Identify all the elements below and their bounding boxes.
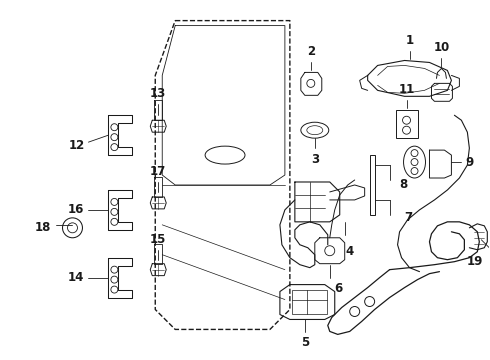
Text: 15: 15 bbox=[150, 233, 167, 246]
Text: 1: 1 bbox=[405, 33, 414, 46]
Text: 10: 10 bbox=[433, 41, 449, 54]
Text: 2: 2 bbox=[307, 45, 315, 58]
Text: 4: 4 bbox=[345, 245, 354, 258]
Text: 14: 14 bbox=[68, 271, 84, 284]
Text: 19: 19 bbox=[467, 255, 484, 268]
Bar bbox=[395, 110, 417, 138]
Text: 18: 18 bbox=[35, 221, 51, 234]
Text: 8: 8 bbox=[399, 179, 408, 192]
Text: 3: 3 bbox=[311, 153, 319, 166]
Text: 7: 7 bbox=[405, 211, 413, 224]
Text: 17: 17 bbox=[150, 165, 167, 178]
Text: 11: 11 bbox=[398, 83, 415, 96]
Text: 16: 16 bbox=[68, 203, 84, 216]
Text: 13: 13 bbox=[150, 87, 167, 100]
Text: 5: 5 bbox=[301, 336, 309, 350]
Text: 9: 9 bbox=[466, 156, 474, 168]
Text: 6: 6 bbox=[335, 282, 343, 294]
Text: 12: 12 bbox=[68, 139, 84, 152]
Bar bbox=[292, 289, 327, 315]
Bar bbox=[369, 155, 375, 215]
